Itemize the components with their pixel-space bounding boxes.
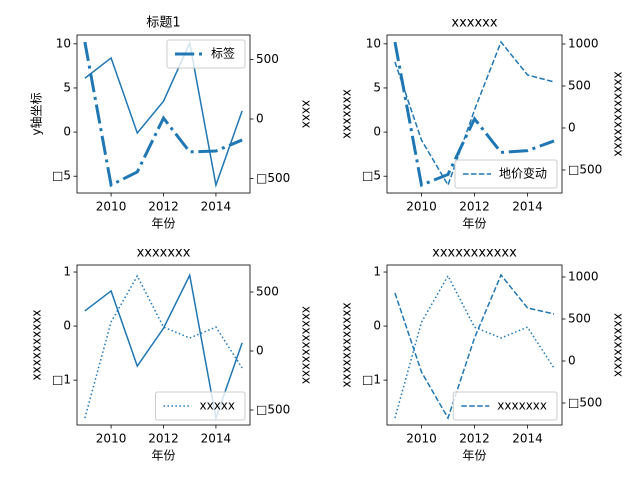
y-tick-label: 0 — [63, 319, 71, 333]
legend: 标签 — [166, 39, 246, 69]
y-tick-label: 0 — [373, 319, 381, 333]
subplot: 2010 2012 2014 □5 0 5 10 □500 0 500 1000 xxxxxx 年份 xx… — [340, 16, 626, 231]
x-tick-label: 2010 — [406, 432, 437, 446]
y2-tick-label: 500 — [568, 312, 591, 326]
x-tick-label: 2012 — [148, 200, 179, 214]
legend-frame — [154, 391, 246, 421]
y2-axis-label: xxxx — [300, 100, 314, 128]
y2-tick-label: □500 — [568, 162, 602, 176]
x-tick-label: 2012 — [459, 200, 490, 214]
y2-tick-label: 500 — [256, 285, 279, 299]
legend-label: 地价变动 — [499, 166, 547, 181]
legend: 地价变动 — [454, 159, 558, 189]
y-axis-label: xxxxxxxxxx — [30, 309, 44, 380]
y2-tick-label: 1000 — [568, 36, 599, 50]
x-tick-label: 2012 — [148, 432, 179, 446]
x-tick-label: 2014 — [201, 432, 232, 446]
y2-tick-label: 500 — [568, 78, 591, 92]
series-line — [394, 273, 555, 420]
series-line — [393, 41, 555, 188]
x-tick-label: 2012 — [459, 432, 490, 446]
y-tick-label: □1 — [362, 373, 381, 387]
y-tick-label: □1 — [52, 373, 71, 387]
subplot-title: xxxxxxxxxxx — [432, 246, 517, 261]
y-tick-label: □5 — [52, 169, 71, 183]
y2-tick-label: 0 — [256, 111, 264, 125]
y-tick-label: 1 — [373, 265, 381, 279]
x-tick-label: 2010 — [96, 200, 127, 214]
x-axis-label: 年份 — [151, 217, 175, 231]
y-tick-label: 10 — [56, 36, 71, 50]
y2-tick-label: □500 — [256, 171, 290, 185]
y-tick-label: 10 — [366, 36, 381, 50]
y-tick-label: 5 — [63, 80, 71, 94]
legend-label: xxxxx — [199, 399, 235, 413]
x-tick-label: 2010 — [406, 200, 437, 214]
y-axis-label: y轴坐标 — [29, 92, 44, 135]
y2-axis-label: xxxxxxxxxxxx — [612, 71, 626, 156]
y-tick-label: 5 — [373, 80, 381, 94]
y2-axis-label: xxxxxxxxx — [612, 313, 626, 377]
legend: xxxxxxx — [452, 391, 558, 421]
subplot-title: xxxxxxx — [137, 246, 191, 261]
subplot: 2010 2012 2014 □1 0 1 □500 0 500 1000 xxxxxxxxxxx 年… — [340, 246, 626, 463]
y-axis-label: xxxxxxx — [340, 89, 354, 139]
legend-frame — [452, 391, 558, 421]
x-axis-label: 年份 — [151, 449, 175, 463]
y2-tick-label: 0 — [256, 344, 264, 358]
x-axis-label: 年份 — [462, 217, 486, 231]
series-line — [83, 41, 243, 188]
y2-tick-label: □500 — [568, 395, 602, 409]
y-tick-label: 0 — [63, 125, 71, 139]
subplot: 2010 2012 2014□101□5000500xxxxxxx年份xxxxxxx… — [30, 246, 314, 463]
legend-frame — [166, 39, 246, 69]
legend: xxxxx — [154, 391, 246, 421]
series-line — [84, 40, 243, 188]
x-tick-label: 2014 — [512, 432, 543, 446]
y-tick-label: □5 — [362, 169, 381, 183]
legend-frame — [454, 159, 558, 189]
y-axis-label: xxxxxxxxxxxx — [340, 302, 354, 387]
subplot-title: xxxxxx — [451, 16, 497, 31]
legend-label: 标签 — [211, 46, 235, 61]
y-tick-label: 1 — [63, 265, 71, 279]
legend-label: xxxxxxx — [497, 399, 547, 413]
y2-tick-label: □500 — [256, 403, 290, 417]
y2-tick-label: 0 — [568, 354, 576, 368]
x-axis-label: 年份 — [462, 449, 486, 463]
subplot-title: 标题1 — [146, 16, 180, 31]
series-line — [394, 40, 555, 187]
series-line — [84, 274, 243, 419]
y-tick-label: 0 — [373, 125, 381, 139]
y2-tick-label: 1000 — [568, 270, 599, 284]
x-tick-label: 2014 — [201, 200, 232, 214]
y2-tick-label: 500 — [256, 52, 279, 66]
x-tick-label: 2014 — [512, 200, 543, 214]
y2-tick-label: 0 — [568, 120, 576, 134]
y2-axis-label: xxxxxxxxxxx — [300, 306, 314, 384]
subplot: 2010 2012 2014 □5 0 5 10 □500 0 500 标题1 年份 y轴坐标 xxxx 标… — [29, 16, 314, 231]
x-tick-label: 2010 — [96, 432, 127, 446]
